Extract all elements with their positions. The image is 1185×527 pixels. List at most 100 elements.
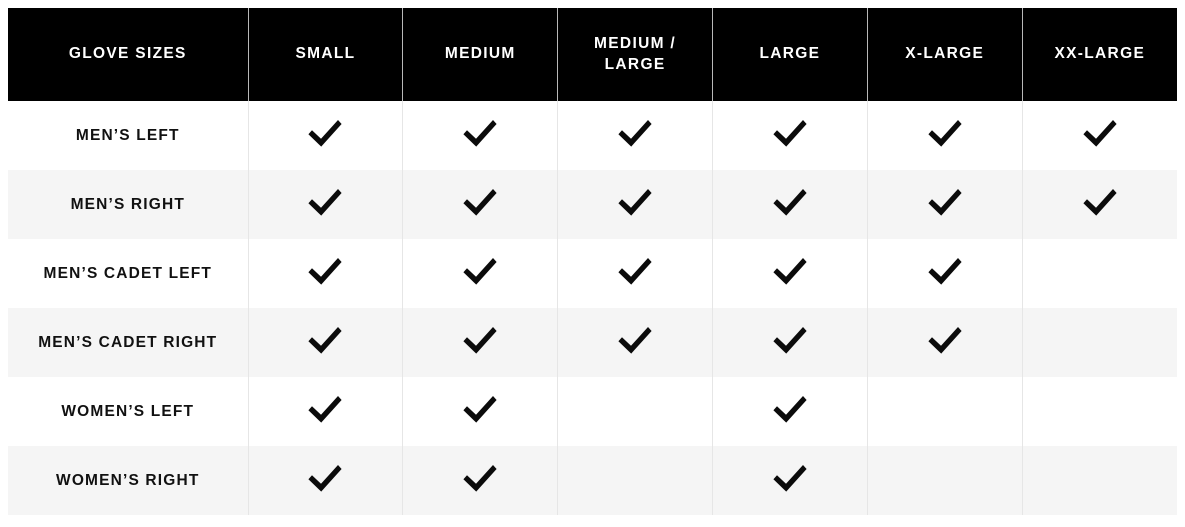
column-header-large: LARGE [712,8,868,101]
availability-cell-large-available [712,239,868,308]
availability-cell-x-large-available [867,101,1023,170]
check-icon [308,257,343,285]
availability-cell-small-available [248,308,404,377]
availability-cell-small-available [248,101,404,170]
table-row: WOMEN’S RIGHT [8,446,1177,515]
check-icon [773,188,807,216]
empty-cell [1029,342,1171,343]
empty-cell [564,480,706,481]
column-header-label: MEDIUM [444,45,516,63]
check-icon [928,119,962,147]
availability-cell-xx-large-unavailable [1022,377,1177,446]
check-icon [463,464,497,492]
check-icon [773,257,807,285]
row-label: MEN’S LEFT [8,101,249,170]
check-icon [308,395,343,423]
check-icon [463,326,497,354]
availability-cell-x-large-available [867,239,1023,308]
check-icon [618,326,652,354]
table-header: GLOVE SIZES SMALL MEDIUM MEDIUM / LARGE LARGE… [8,8,1177,101]
empty-cell [874,480,1016,481]
table-row: MEN’S CADET LEFT [8,239,1177,308]
check-icon [308,326,343,354]
row-label: MEN’S RIGHT [8,170,249,239]
check-icon [1083,188,1117,216]
availability-cell-x-large-unavailable [867,446,1023,515]
check-icon [773,464,807,492]
header-row: GLOVE SIZES SMALL MEDIUM MEDIUM / LARGE LARGE… [8,8,1177,101]
availability-cell-medium-large-available [557,170,713,239]
check-icon [928,326,962,354]
empty-cell [1029,480,1171,481]
availability-cell-large-available [712,101,868,170]
availability-cell-xx-large-available [1022,101,1177,170]
check-icon [463,188,497,216]
glove-size-chart: GLOVE SIZES SMALL MEDIUM MEDIUM / LARGE LARGE… [8,8,1177,515]
availability-cell-xx-large-unavailable [1022,239,1177,308]
availability-cell-large-available [712,446,868,515]
check-icon [618,188,652,216]
check-icon [928,257,962,285]
availability-cell-small-available [248,239,404,308]
availability-cell-medium-large-unavailable [557,377,713,446]
column-header-label: MEDIUM / [594,34,677,52]
column-header-medium-large: MEDIUM / LARGE [557,8,713,101]
table-row: WOMEN’S LEFT [8,377,1177,446]
availability-cell-medium-large-available [557,308,713,377]
availability-cell-medium-available [402,446,559,515]
check-icon [773,326,807,354]
column-header-small: SMALL [248,8,404,101]
availability-cell-xx-large-unavailable [1022,308,1177,377]
check-icon [928,188,962,216]
check-icon [463,119,497,147]
column-header-label: GLOVE SIZES [68,45,187,63]
availability-cell-x-large-available [867,170,1023,239]
check-icon [618,119,652,147]
column-header-medium: MEDIUM [402,8,559,101]
availability-cell-medium-available [402,377,559,446]
availability-cell-medium-large-available [557,101,713,170]
column-header-label: SMALL [295,45,356,63]
check-icon [773,119,807,147]
availability-cell-large-available [712,308,868,377]
row-label: WOMEN’S LEFT [8,377,249,446]
check-icon [1083,119,1117,147]
column-header-label: LARGE [604,55,666,73]
check-icon [308,119,343,147]
availability-cell-xx-large-available [1022,170,1177,239]
availability-cell-xx-large-unavailable [1022,446,1177,515]
row-label: WOMEN’S RIGHT [8,446,249,515]
table-row: MEN’S LEFT [8,101,1177,170]
availability-cell-small-available [248,377,404,446]
check-icon [618,257,652,285]
availability-cell-large-available [712,170,868,239]
column-header-label: XX-LARGE [1054,45,1146,63]
table-body: MEN’S LEFT MEN’S RIGHT MEN’S CADET LEFT MEN… [8,101,1177,515]
availability-cell-x-large-available [867,308,1023,377]
row-label: MEN’S CADET RIGHT [8,308,249,377]
column-header-x-large: X-LARGE [867,8,1023,101]
check-icon [463,395,497,423]
column-header-label: LARGE [759,45,821,63]
empty-cell [564,411,706,412]
check-icon [308,188,343,216]
size-chart-table: GLOVE SIZES SMALL MEDIUM MEDIUM / LARGE LARGE… [8,8,1177,515]
table-row: MEN’S RIGHT [8,170,1177,239]
check-icon [308,464,343,492]
table-row: MEN’S CADET RIGHT [8,308,1177,377]
availability-cell-medium-large-unavailable [557,446,713,515]
column-header-label: X-LARGE [905,45,985,63]
empty-cell [874,411,1016,412]
availability-cell-medium-available [402,308,559,377]
empty-cell [1029,411,1171,412]
availability-cell-x-large-unavailable [867,377,1023,446]
empty-cell [1029,273,1171,274]
availability-cell-medium-large-available [557,239,713,308]
availability-cell-medium-available [402,239,559,308]
check-icon [463,257,497,285]
availability-cell-medium-available [402,101,559,170]
column-header-xx-large: XX-LARGE [1022,8,1177,101]
check-icon [773,395,807,423]
availability-cell-small-available [248,170,404,239]
availability-cell-small-available [248,446,404,515]
